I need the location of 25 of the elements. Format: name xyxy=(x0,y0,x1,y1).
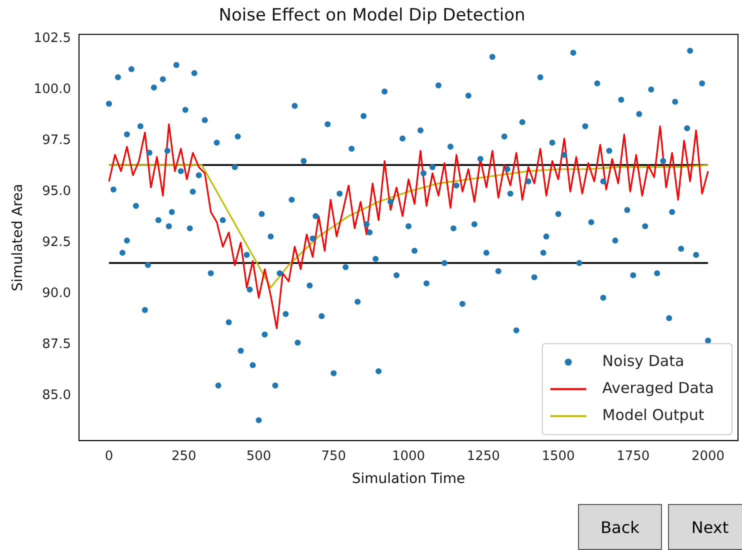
y-tick-label: 87.5 xyxy=(42,337,72,352)
x-tick-label: 1750 xyxy=(616,448,650,464)
chart-title: Noise Effect on Model Dip Detection xyxy=(218,6,526,26)
x-tick-label: 250 xyxy=(171,448,196,464)
x-tick-label: 500 xyxy=(246,448,272,464)
x-tick-label: 1500 xyxy=(542,448,575,464)
y-tick-label: 90.0 xyxy=(42,286,72,302)
y-tick-label: 102.5 xyxy=(34,30,72,46)
y-axis-title: Simulated Area xyxy=(10,184,26,292)
y-tick-label: 97.5 xyxy=(42,132,72,148)
legend-label: Noisy Data xyxy=(602,352,684,370)
y-tick-label: 92.5 xyxy=(42,234,72,250)
x-tick-label: 750 xyxy=(321,448,346,464)
x-tick-label: 2000 xyxy=(692,448,725,464)
x-axis-title: Simulation Time xyxy=(352,471,466,488)
y-tick-label: 100.0 xyxy=(34,82,72,97)
x-tick-label: 0 xyxy=(104,448,114,464)
y-tick-label: 95.0 xyxy=(42,184,72,199)
text: Next xyxy=(668,504,742,550)
text: Back xyxy=(578,504,662,550)
y-tick-label: 85.0 xyxy=(42,388,72,404)
legend-label: Model Output xyxy=(602,406,704,424)
legend-label: Averaged Data xyxy=(602,378,714,397)
x-tick-label: 1250 xyxy=(466,448,500,464)
x-tick-label: 1000 xyxy=(392,448,426,464)
